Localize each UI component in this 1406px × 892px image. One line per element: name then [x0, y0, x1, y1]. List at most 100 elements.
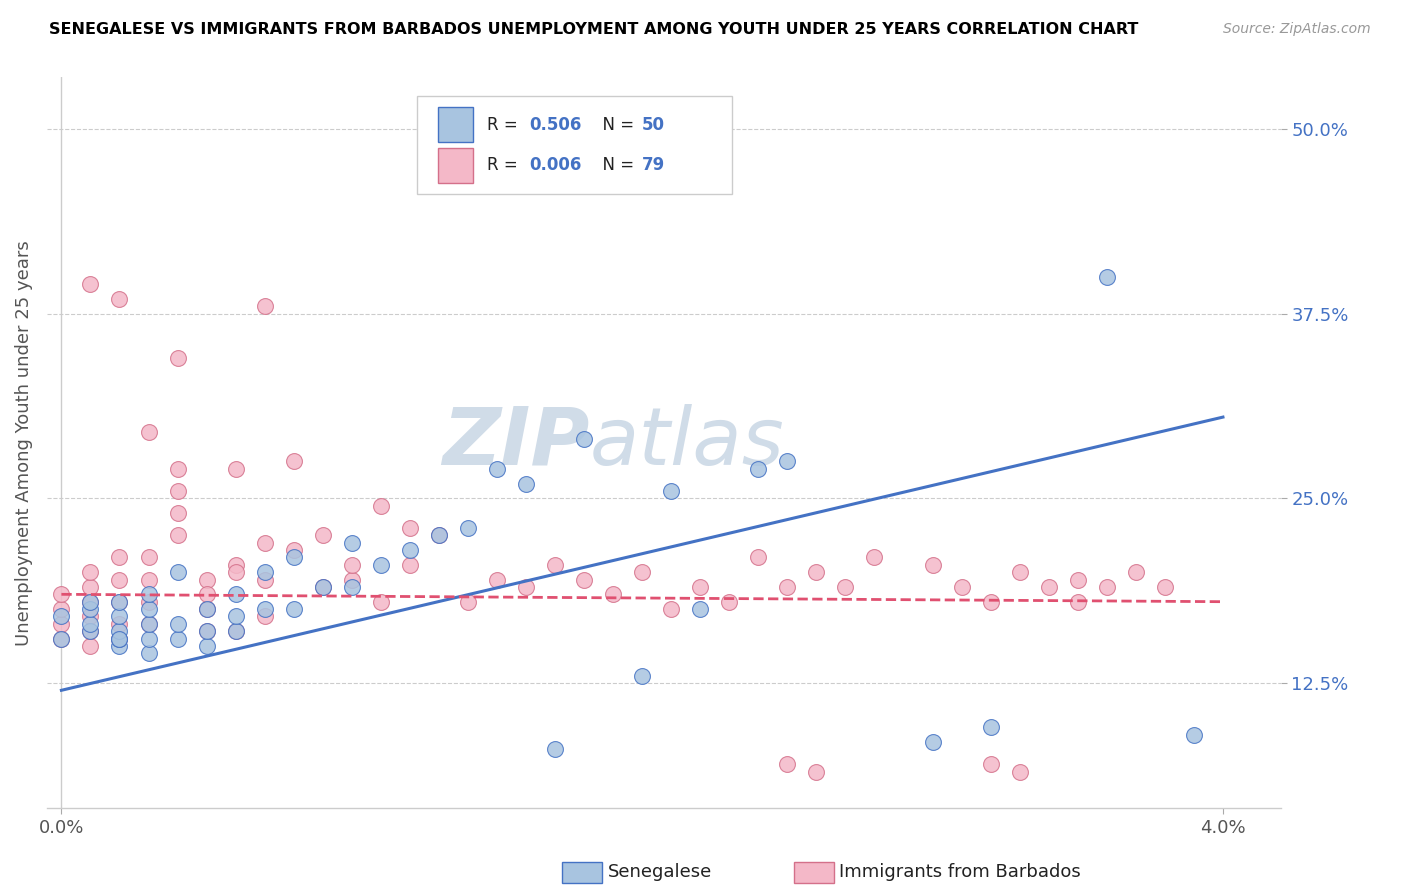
- Point: [283, 550, 305, 565]
- Point: [51, 602, 73, 616]
- Text: SENEGALESE VS IMMIGRANTS FROM BARBADOS UNEMPLOYMENT AMONG YOUTH UNDER 25 YEARS C: SENEGALESE VS IMMIGRANTS FROM BARBADOS U…: [49, 22, 1139, 37]
- Point: [572, 573, 595, 587]
- Point: [108, 550, 131, 565]
- Point: [370, 558, 392, 572]
- FancyBboxPatch shape: [418, 95, 733, 194]
- Point: [79, 639, 101, 653]
- Point: [108, 595, 131, 609]
- Point: [51, 616, 73, 631]
- Point: [863, 550, 886, 565]
- Point: [195, 587, 218, 601]
- Point: [166, 632, 188, 646]
- Point: [399, 543, 422, 558]
- Point: [108, 632, 131, 646]
- Point: [166, 616, 188, 631]
- Point: [108, 639, 131, 653]
- Bar: [439, 107, 472, 143]
- Point: [515, 580, 537, 594]
- Point: [195, 639, 218, 653]
- Point: [659, 602, 682, 616]
- Point: [1067, 595, 1090, 609]
- Text: R =: R =: [488, 116, 523, 134]
- Point: [79, 616, 101, 631]
- Point: [138, 602, 160, 616]
- Point: [166, 565, 188, 579]
- Point: [427, 528, 450, 542]
- Point: [485, 573, 508, 587]
- Point: [950, 580, 973, 594]
- Point: [1125, 565, 1147, 579]
- Point: [1008, 565, 1031, 579]
- Point: [718, 595, 741, 609]
- Point: [399, 558, 422, 572]
- Y-axis label: Unemployment Among Youth under 25 years: Unemployment Among Youth under 25 years: [15, 240, 32, 646]
- Point: [166, 528, 188, 542]
- Point: [544, 742, 567, 756]
- Point: [108, 609, 131, 624]
- Point: [138, 616, 160, 631]
- Point: [138, 616, 160, 631]
- Point: [79, 595, 101, 609]
- Point: [1038, 580, 1060, 594]
- Point: [138, 646, 160, 660]
- Point: [980, 720, 1002, 734]
- Point: [253, 535, 276, 549]
- Point: [225, 624, 247, 639]
- Text: N =: N =: [592, 116, 640, 134]
- Point: [340, 535, 363, 549]
- Point: [312, 528, 335, 542]
- Text: N =: N =: [592, 156, 640, 174]
- Text: Source: ZipAtlas.com: Source: ZipAtlas.com: [1223, 22, 1371, 37]
- Point: [921, 735, 943, 749]
- Text: 50: 50: [641, 116, 665, 134]
- Point: [138, 425, 160, 439]
- Point: [980, 595, 1002, 609]
- Point: [312, 580, 335, 594]
- Point: [166, 506, 188, 520]
- Point: [253, 609, 276, 624]
- Point: [689, 580, 711, 594]
- Point: [340, 558, 363, 572]
- Point: [806, 764, 828, 779]
- Point: [225, 609, 247, 624]
- Point: [79, 277, 101, 292]
- Point: [457, 521, 479, 535]
- Point: [79, 609, 101, 624]
- Text: 0.506: 0.506: [530, 116, 582, 134]
- Point: [340, 580, 363, 594]
- Point: [195, 624, 218, 639]
- Point: [253, 565, 276, 579]
- Point: [399, 521, 422, 535]
- Point: [79, 624, 101, 639]
- Point: [1182, 728, 1205, 742]
- Text: 0.006: 0.006: [530, 156, 582, 174]
- Point: [1067, 573, 1090, 587]
- Point: [51, 632, 73, 646]
- Point: [806, 565, 828, 579]
- Point: [485, 462, 508, 476]
- Point: [108, 624, 131, 639]
- Point: [253, 299, 276, 313]
- Point: [225, 565, 247, 579]
- Point: [631, 668, 654, 682]
- Point: [747, 462, 769, 476]
- Point: [980, 757, 1002, 772]
- Point: [79, 565, 101, 579]
- Point: [340, 573, 363, 587]
- Point: [370, 499, 392, 513]
- Point: [283, 543, 305, 558]
- Text: 79: 79: [641, 156, 665, 174]
- Point: [312, 580, 335, 594]
- Point: [108, 573, 131, 587]
- Point: [51, 632, 73, 646]
- Point: [921, 558, 943, 572]
- Point: [457, 595, 479, 609]
- Point: [427, 528, 450, 542]
- Point: [1095, 269, 1118, 284]
- Point: [225, 587, 247, 601]
- Point: [79, 595, 101, 609]
- Point: [108, 616, 131, 631]
- Point: [225, 462, 247, 476]
- Point: [79, 580, 101, 594]
- Point: [138, 595, 160, 609]
